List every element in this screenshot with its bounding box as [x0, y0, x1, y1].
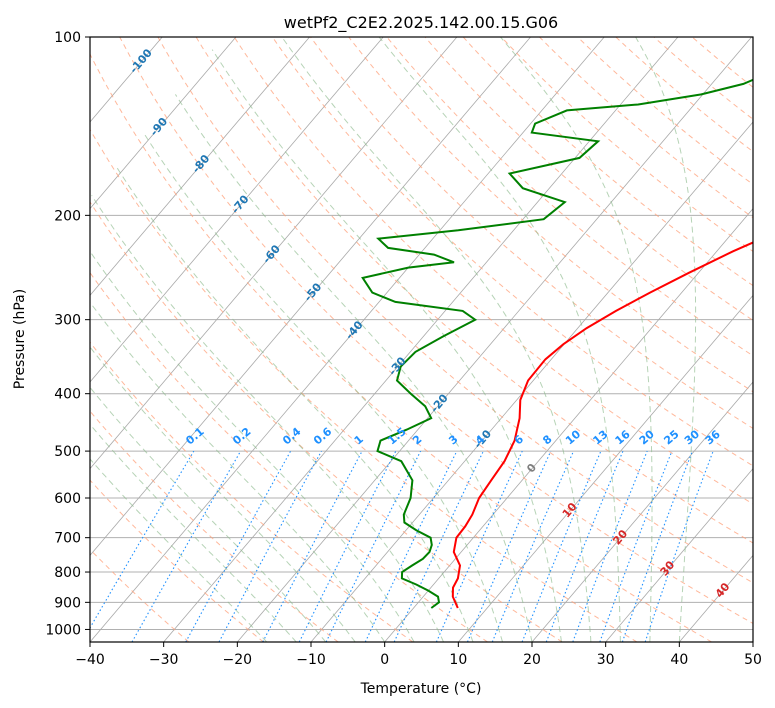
chart-title: wetPf2_C2E2.2025.142.00.15.G06 [284, 13, 558, 33]
moist-adiabat [500, 37, 653, 642]
isotherm-line [90, 37, 237, 210]
mixing-ratio-line [644, 450, 714, 642]
mixing-ratio-line [325, 450, 422, 642]
moist-adiabat [115, 165, 474, 642]
x-axis-ticks: −40 −30 −20 −10 0 10 20 30 40 50 [75, 642, 762, 668]
dry-adiabat [90, 128, 638, 642]
mixing-ratio-line [599, 450, 673, 642]
isotherm-line [90, 37, 531, 556]
x-tick-label: 30 [597, 652, 615, 668]
mixing-ratio-line [435, 450, 523, 642]
moist-adiabat [90, 423, 297, 642]
isotherm-line [531, 381, 753, 642]
isotherm-line [237, 37, 752, 642]
x-axis-label: Temperature (°C) [360, 681, 482, 697]
moist-adiabat [90, 301, 386, 642]
dry-adiabat [90, 341, 414, 642]
moist-adiabat [174, 94, 533, 642]
isotherm-line [310, 121, 753, 642]
x-tick-label: −30 [149, 652, 179, 668]
mixing-ratio-line [218, 450, 322, 642]
background-lines [90, 37, 753, 642]
isotherm-line [458, 294, 753, 642]
y-tick-label: 500 [54, 444, 81, 460]
moist-adiabat [378, 37, 621, 642]
moist-adiabat [281, 37, 592, 642]
moist-adiabat [90, 250, 415, 642]
x-tick-label: −20 [223, 652, 253, 668]
y-tick-label: 600 [54, 491, 81, 507]
sounding-lines [361, 78, 753, 609]
x-tick-label: −10 [296, 652, 326, 668]
dry-adiabat [90, 53, 712, 642]
mixing-ratio-line [621, 450, 693, 642]
x-tick-label: 40 [670, 652, 688, 668]
dry-adiabat [90, 201, 563, 642]
moist-adiabat [211, 49, 562, 642]
mixing-ratio-line [185, 450, 292, 642]
y-axis-ticks: 100 200 300 400 500 600 700 800 900 1000 [45, 30, 90, 638]
y-tick-label: 900 [54, 595, 81, 611]
y-tick-label: 400 [54, 387, 81, 403]
plot-frame [89, 36, 754, 643]
moist-adiabat [90, 386, 327, 642]
dry-adiabat [195, 37, 753, 544]
y-tick-label: 300 [54, 313, 81, 329]
y-tick-label: 800 [54, 565, 81, 581]
x-tick-label: 0 [380, 652, 389, 668]
y-tick-label: 700 [54, 531, 81, 547]
dry-adiabat [577, 37, 753, 185]
isotherm-line [605, 468, 753, 642]
x-tick-label: 50 [744, 652, 762, 668]
y-axis-label: Pressure (hPa) [12, 289, 28, 389]
dry-adiabat [119, 37, 753, 625]
mixing-ratio-line [491, 450, 575, 642]
y-tick-label: 1000 [45, 622, 81, 638]
moist-adiabat [91, 195, 445, 642]
moist-adiabat [90, 346, 356, 642]
y-tick-label: 100 [54, 30, 81, 46]
mixing-ratio-line [466, 450, 552, 642]
mixing-ratio-line [298, 450, 397, 642]
temperature-profile [451, 241, 753, 609]
y-tick-label: 200 [54, 208, 81, 224]
isotherm-line [90, 37, 458, 470]
isotherm-line [384, 208, 753, 642]
isotherm-line [163, 37, 679, 642]
isotherm-line [90, 37, 384, 383]
dry-adiabat [157, 37, 753, 584]
moist-adiabat [635, 37, 697, 642]
dry-adiabat [615, 37, 753, 153]
mixing-ratio-line [545, 450, 624, 642]
x-tick-label: 10 [449, 652, 467, 668]
moist-adiabat [143, 132, 503, 642]
x-tick-label: 20 [523, 652, 541, 668]
dewpoint-profile [361, 78, 753, 609]
x-tick-label: −40 [75, 652, 105, 668]
mixing-ratio-line [521, 450, 602, 642]
isotherm-line [90, 37, 310, 296]
isotherm-line [90, 37, 605, 642]
mixing-ratio-line [572, 450, 648, 642]
